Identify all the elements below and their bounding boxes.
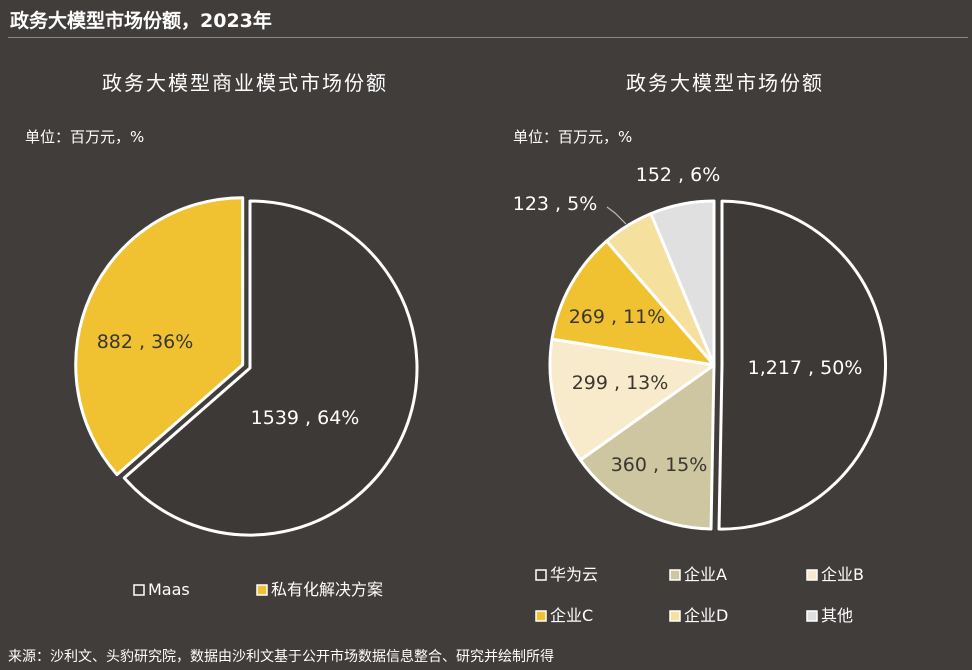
- right-pie-data-label: 123 , 5%: [513, 193, 598, 215]
- left-chart: 政务大模型商业模式市场份额 单位：百万元，% 1539 , 64% 882 , 3…: [25, 71, 419, 599]
- left-legend-swatch: [256, 584, 268, 596]
- title-divider: [8, 37, 968, 38]
- left-legend-label: 私有化解决方案: [271, 580, 383, 599]
- right-legend-swatch: [669, 610, 681, 622]
- page-title: 政务大模型市场份额，2023年: [10, 10, 272, 32]
- right-pie-slice-huawei: [717, 199, 887, 531]
- right-pie-data-label: 1,217 , 50%: [748, 357, 863, 379]
- right-legend-swatch: [535, 569, 547, 581]
- source-note: 来源：沙利文、头豹研究院，数据由沙利文基于公开市场数据信息整合、研究并绘制所得: [8, 649, 554, 665]
- right-pie-slice-a: [578, 363, 716, 531]
- charts-canvas: 政务大模型商业模式市场份额 单位：百万元，% 1539 , 64% 882 , 3…: [25, 71, 887, 625]
- right-pie-data-label: 269 , 11%: [569, 306, 666, 328]
- right-pie: [548, 199, 887, 531]
- right-pie-slice-other: [649, 199, 716, 367]
- right-legend: 华为云 企业A 企业B 企业C 企业D 其他: [535, 565, 864, 625]
- left-pie-slice-private: [74, 196, 245, 477]
- right-pie-data-label: 360 , 15%: [611, 454, 708, 476]
- left-pie-labels: 1539 , 64% 882 , 36%: [97, 331, 360, 429]
- left-legend: Maas 私有化解决方案: [133, 580, 383, 599]
- right-legend-swatch: [806, 610, 818, 622]
- left-legend-label: Maas: [148, 580, 190, 599]
- right-pie-labels: 1,217 , 50% 360 , 15% 299 , 13% 269 , 11% 12…: [513, 164, 863, 476]
- right-chart-title: 政务大模型市场份额: [626, 71, 824, 95]
- left-pie-slice-maas: [122, 199, 419, 537]
- right-legend-swatch: [669, 569, 681, 581]
- left-chart-unit: 单位：百万元，%: [25, 128, 144, 146]
- right-pie-slice-b: [548, 337, 716, 462]
- right-legend-label: 企业C: [550, 606, 593, 625]
- left-pie-data-label: 1539 , 64%: [251, 407, 360, 429]
- right-chart: 政务大模型市场份额 单位：百万元，% 1,217 , 50% 360 , 15% 2…: [513, 71, 887, 625]
- right-legend-swatch: [806, 569, 818, 581]
- left-pie: [74, 196, 419, 537]
- right-pie-leader-lines: [606, 206, 627, 225]
- left-legend-swatch: [133, 584, 145, 596]
- right-legend-swatch: [535, 610, 547, 622]
- right-legend-label: 其他: [821, 606, 853, 625]
- right-chart-unit: 单位：百万元，%: [513, 128, 632, 146]
- left-pie-data-label: 882 , 36%: [97, 331, 194, 353]
- right-pie-slice-c: [550, 239, 716, 367]
- right-pie-data-label: 152 , 6%: [636, 164, 721, 186]
- right-legend-label: 企业B: [821, 565, 864, 584]
- right-legend-label: 企业A: [684, 565, 727, 584]
- right-pie-data-label: 299 , 13%: [572, 372, 669, 394]
- right-legend-label: 华为云: [550, 565, 598, 584]
- left-chart-title: 政务大模型商业模式市场份额: [102, 71, 388, 95]
- right-legend-label: 企业D: [684, 606, 728, 625]
- right-pie-leader-line-d: [606, 206, 627, 225]
